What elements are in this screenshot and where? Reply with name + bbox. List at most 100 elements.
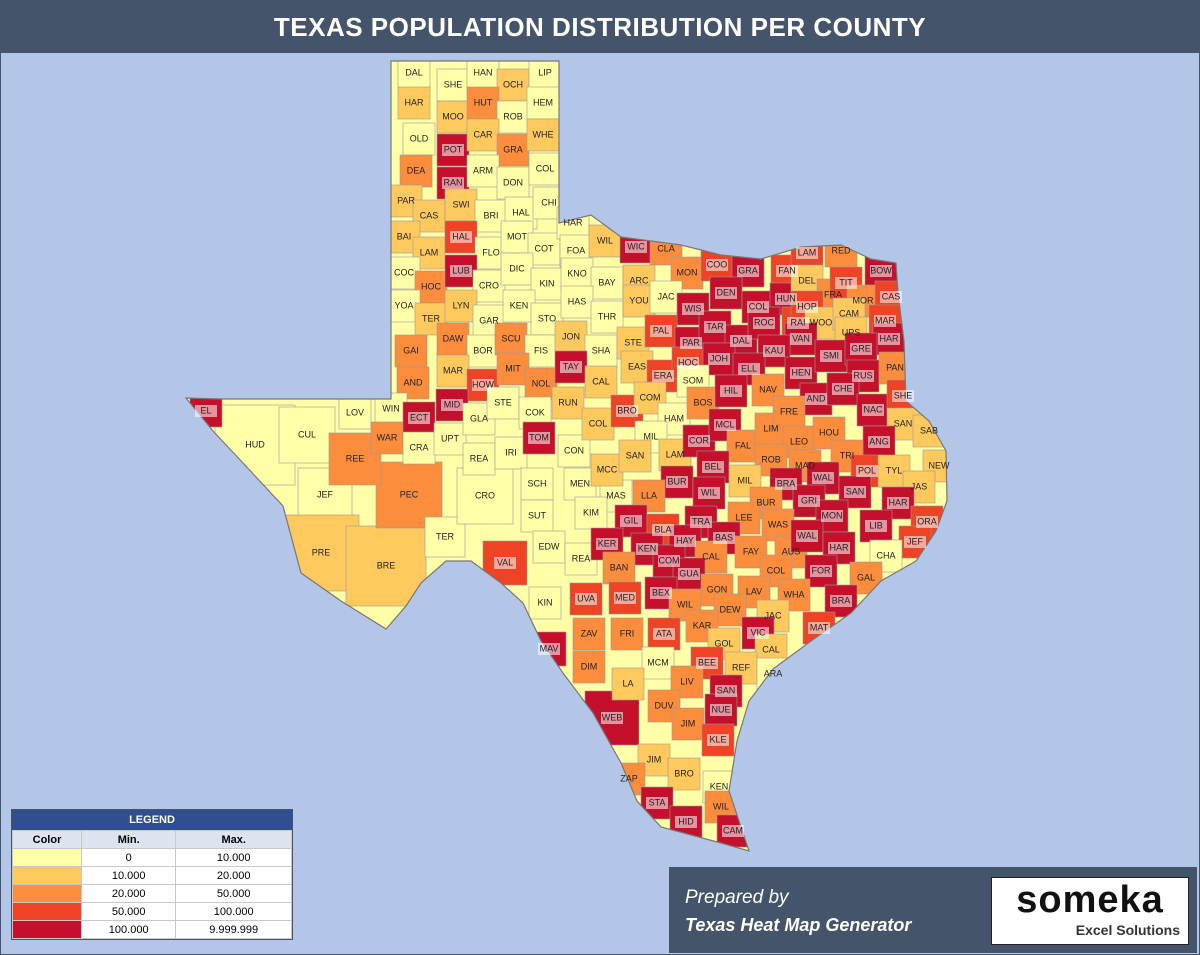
- label-bg: [696, 657, 718, 669]
- county-label: FIS: [534, 345, 548, 355]
- label-bg: [787, 317, 809, 329]
- county-label: WIC: [627, 241, 645, 251]
- county-label: COM: [640, 392, 661, 402]
- county-label: DUV: [654, 700, 673, 710]
- county-label: FOA: [567, 245, 586, 255]
- county-label: IRI: [505, 447, 517, 457]
- county-label: REE: [346, 453, 365, 463]
- county-label: COL: [749, 301, 768, 311]
- county: [584, 365, 618, 399]
- county: [394, 334, 428, 368]
- label-bg: [652, 524, 674, 536]
- county-label: REA: [572, 553, 591, 563]
- county-label: MAT: [810, 622, 829, 632]
- county-label: HOU: [819, 427, 839, 437]
- county-label: JIM: [647, 754, 662, 764]
- county-label: TAR: [706, 321, 724, 331]
- county-label: LLA: [641, 490, 657, 500]
- county-label: MOO: [442, 111, 464, 121]
- county-label: STO: [538, 313, 556, 323]
- county: [528, 586, 562, 620]
- county-label: CAR: [473, 129, 493, 139]
- legend-row: 20.000 50.000: [12, 884, 292, 903]
- county-label: JAC: [657, 291, 675, 301]
- county-label: AUS: [782, 546, 801, 556]
- county-label: HEM: [533, 97, 553, 107]
- label-bg: [868, 436, 890, 448]
- label-bg: [850, 343, 872, 355]
- label-bg: [575, 593, 597, 605]
- label-bg: [714, 419, 736, 431]
- county-label: JAS: [911, 481, 928, 491]
- county-label: JEF: [317, 489, 334, 499]
- legend-row: 50.000 100.000: [12, 902, 292, 921]
- legend-swatch: [12, 884, 82, 903]
- county: [554, 320, 588, 354]
- county-label: GAL: [857, 572, 875, 582]
- label-bg: [874, 315, 896, 327]
- county-label: HUN: [776, 293, 796, 303]
- county-label: HAL: [512, 207, 530, 217]
- label-bg: [720, 385, 742, 397]
- county-label: LAM: [666, 449, 685, 459]
- county-label: ORA: [917, 516, 937, 526]
- legend: LEGEND Color Min. Max. 0 10.000 10.000 20.0…: [11, 809, 293, 940]
- county-label: WAS: [768, 519, 788, 529]
- county-label: BOR: [473, 345, 493, 355]
- county-label: GAI: [403, 345, 419, 355]
- county: [590, 266, 624, 300]
- county: [414, 270, 448, 304]
- county-label: HAR: [404, 97, 424, 107]
- logo[interactable]: someka Excel Solutions: [991, 877, 1189, 945]
- county-label: ARM: [473, 165, 493, 175]
- county: [551, 386, 585, 420]
- county-label: HAR: [879, 333, 899, 343]
- county-label: CAL: [762, 644, 780, 654]
- county-label: CRA: [409, 442, 428, 452]
- label-bg: [796, 301, 818, 313]
- legend-row: 100.000 9.999.999: [12, 920, 292, 939]
- county-label: ROB: [761, 454, 781, 464]
- county-label: UPS: [842, 327, 861, 337]
- county: [402, 122, 436, 156]
- county-label: COM: [659, 555, 680, 565]
- county-label: MID: [444, 399, 461, 409]
- county-label: DAW: [443, 333, 464, 343]
- county-label: DEW: [720, 604, 742, 614]
- county-label: TER: [422, 313, 441, 323]
- county-label: GAR: [479, 315, 499, 325]
- county: [667, 757, 701, 791]
- county-label: DEL: [798, 275, 816, 285]
- county-label: RUN: [558, 397, 578, 407]
- county-label: BEL: [704, 461, 721, 471]
- county-label: NOL: [532, 378, 551, 388]
- county: [557, 434, 591, 468]
- county-label: LIP: [538, 67, 552, 77]
- county-label: SAB: [920, 425, 938, 435]
- label-bg: [796, 530, 818, 542]
- county-label: WAR: [377, 432, 398, 442]
- county-label: COT: [535, 243, 555, 253]
- county-label: JON: [562, 331, 580, 341]
- label-bg: [450, 265, 472, 277]
- label-bg: [830, 595, 852, 607]
- county-label: SHE: [444, 79, 463, 89]
- county-label: COC: [394, 267, 415, 277]
- footer: Prepared by Texas Heat Map Generator som…: [669, 867, 1197, 953]
- county-label: PEC: [400, 489, 419, 499]
- county-label: MON: [822, 510, 843, 520]
- county-label: WAL: [813, 472, 832, 482]
- county-label: LIV: [680, 676, 694, 686]
- county-label: SAN: [626, 450, 645, 460]
- label-bg: [528, 432, 550, 444]
- county: [444, 188, 478, 222]
- county-label: DIC: [509, 263, 525, 273]
- county-label: EAS: [628, 361, 646, 371]
- county-label: HAM: [664, 413, 684, 423]
- county-label: WIL: [597, 235, 613, 245]
- county: [338, 396, 372, 430]
- county-label: MIL: [737, 475, 752, 485]
- label-bg: [737, 265, 759, 277]
- county: [500, 220, 534, 254]
- county-label: HAY: [676, 535, 694, 545]
